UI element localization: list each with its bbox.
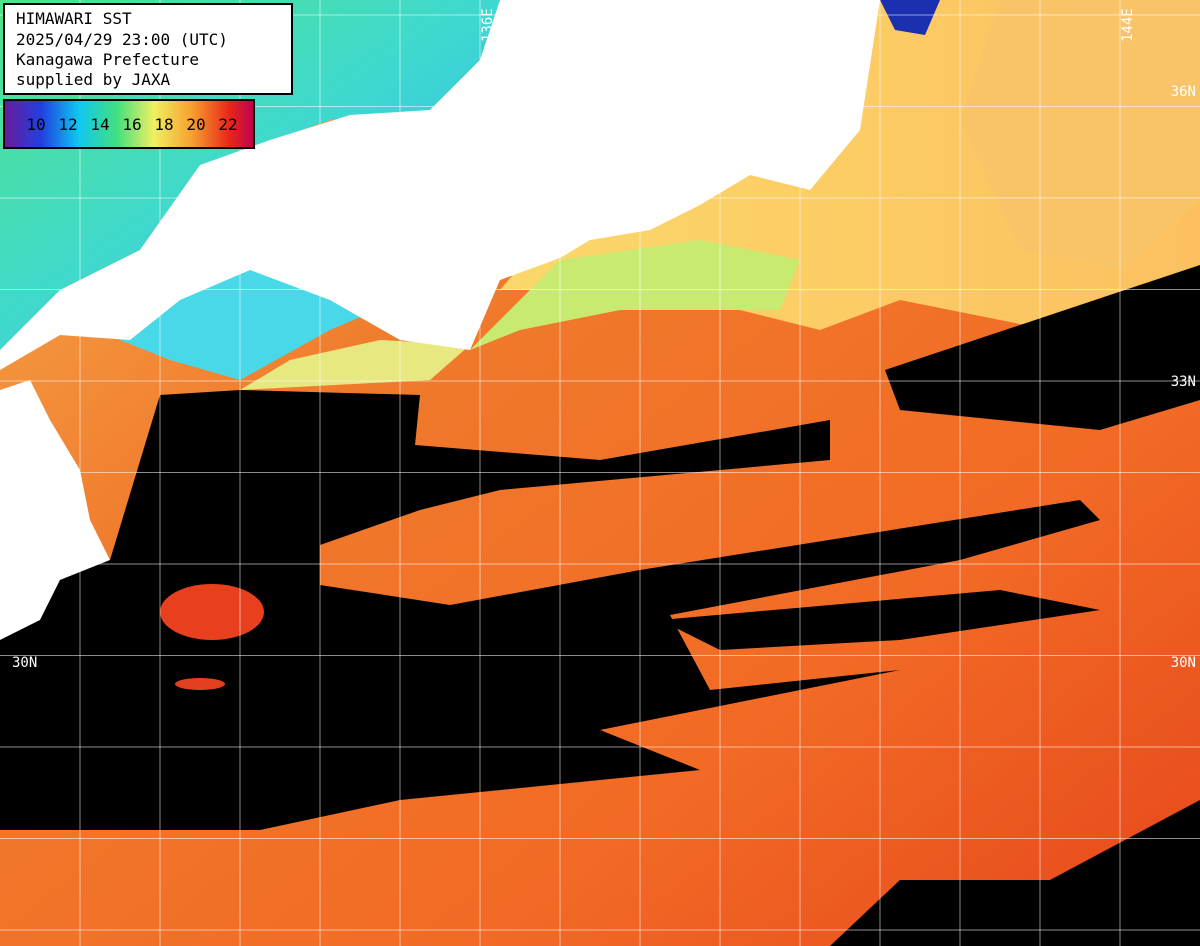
latitude-label: 30N bbox=[12, 655, 37, 671]
warm-patch bbox=[160, 584, 264, 690]
region: Kanagawa Prefecture bbox=[16, 50, 199, 69]
latitude-label: 30N bbox=[1171, 655, 1196, 671]
title: HIMAWARI SST bbox=[16, 9, 132, 28]
legend-label: 12 bbox=[58, 115, 77, 134]
header-box: HIMAWARI SST 2025/04/29 23:00 (UTC) Kana… bbox=[3, 3, 293, 95]
legend-label: 22 bbox=[218, 115, 237, 134]
legend-label: 10 bbox=[26, 115, 45, 134]
colorbar: 10 12 14 16 18 20 22 bbox=[3, 99, 255, 149]
legend-label: 14 bbox=[90, 115, 109, 134]
longitude-label: 144E bbox=[1120, 8, 1136, 42]
legend-label: 20 bbox=[186, 115, 205, 134]
datetime: 2025/04/29 23:00 (UTC) bbox=[16, 30, 228, 49]
cloud-mask bbox=[0, 265, 1200, 946]
credit: supplied by JAXA bbox=[16, 70, 170, 89]
land bbox=[0, 0, 880, 640]
legend-label: 18 bbox=[154, 115, 173, 134]
latitude-label: 36N bbox=[1171, 84, 1196, 100]
latitude-label: 33N bbox=[1171, 374, 1196, 390]
longitude-label: 136E bbox=[480, 8, 496, 42]
legend-label: 16 bbox=[122, 115, 141, 134]
graticule-labels: 136E 144E 36N 33N 30N 30N bbox=[12, 8, 1196, 671]
